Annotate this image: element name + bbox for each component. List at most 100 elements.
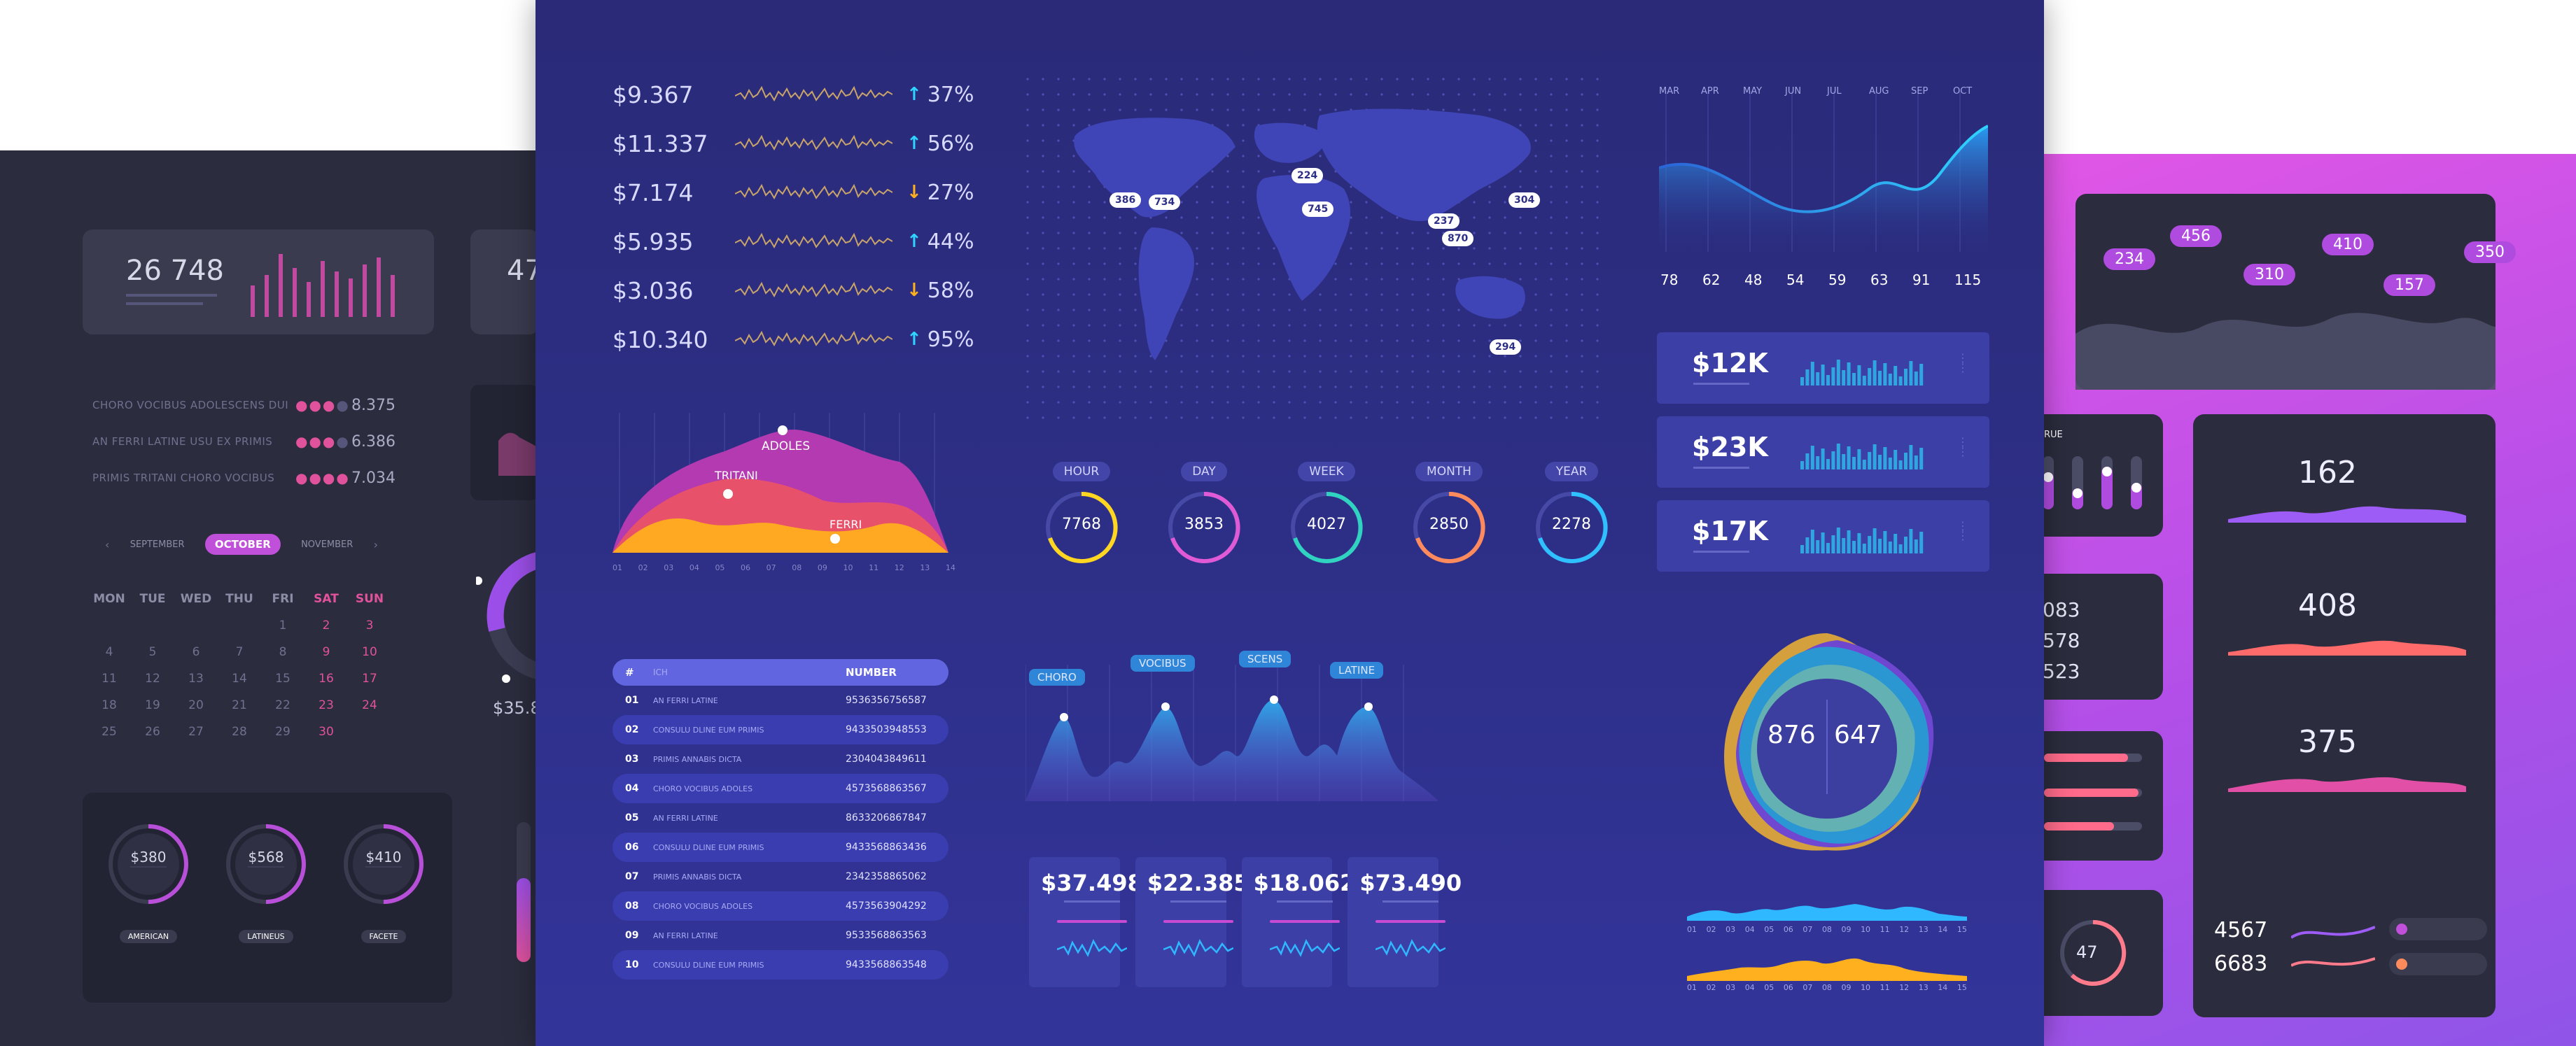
kpi-card[interactable]: $12K ⋮ ⋮ xyxy=(1657,332,1989,404)
summary-card[interactable]: $73.490 xyxy=(1348,857,1462,987)
list-item[interactable]: AN FERRI LATINE USU EX PRIMIS ●●●● 6.386 xyxy=(92,423,421,460)
kebab-menu-icon[interactable]: ⋮ ⋮ xyxy=(1957,435,1968,458)
period-tab[interactable]: WEEK xyxy=(1298,462,1355,481)
calendar-day[interactable]: 20 xyxy=(188,698,204,712)
table-row[interactable]: 07 PRIMIS ANNABIS DICTA 2342358865062 xyxy=(612,862,948,891)
map-marker[interactable]: 237 xyxy=(1428,213,1460,229)
current-month[interactable]: OCTOBER xyxy=(204,534,281,555)
calendar-day[interactable]: 13 xyxy=(188,672,204,686)
vertical-slider[interactable] xyxy=(2072,456,2083,509)
table-row[interactable]: 01 AN FERRI LATINE 9536356756587 xyxy=(612,686,948,715)
summary-card[interactable]: $22.385 xyxy=(1135,857,1250,987)
calendar-day[interactable]: 30 xyxy=(318,725,334,739)
map-marker[interactable]: 294 xyxy=(1490,339,1522,355)
calendar-day[interactable]: 10 xyxy=(362,645,377,659)
calendar-day[interactable]: 9 xyxy=(322,645,330,659)
period-tab[interactable]: YEAR xyxy=(1544,462,1599,481)
vertical-slider[interactable] xyxy=(2131,456,2142,509)
calendar-day[interactable]: 5 xyxy=(148,645,157,659)
map-marker[interactable]: 745 xyxy=(1302,202,1334,217)
kebab-menu-icon[interactable]: ⋮ ⋮ xyxy=(1957,519,1968,542)
period-gauge[interactable]: YEAR 2278 xyxy=(1530,462,1614,587)
period-tab[interactable]: MONTH xyxy=(1415,462,1483,481)
list-item[interactable]: CHORO VOCIBUS ADOLESCENS DUI ●●●● 8.375 xyxy=(92,387,421,423)
calendar-day[interactable]: 1 xyxy=(279,619,287,632)
value-bubble[interactable]: 310 xyxy=(2244,264,2295,285)
map-marker[interactable]: 870 xyxy=(1442,231,1474,246)
ticker-row[interactable]: $7.174 ↓ 27% xyxy=(612,168,1046,217)
calendar-day[interactable]: 14 xyxy=(232,672,247,686)
table-row[interactable]: 05 AN FERRI LATINE 8633206867847 xyxy=(612,803,948,833)
table-row[interactable]: 06 CONSULU DLINE EUM PRIMIS 9433568863436 xyxy=(612,833,948,862)
stat-card-partial[interactable]: 47 xyxy=(470,229,542,334)
chevron-right-icon[interactable]: › xyxy=(373,537,378,551)
calendar-day[interactable]: 27 xyxy=(188,725,204,739)
value-bubble[interactable]: 410 xyxy=(2322,234,2374,255)
map-marker[interactable]: 304 xyxy=(1508,192,1541,208)
list-item[interactable]: PRIMIS TRITANI CHORO VOCIBUS ●●●● 7.034 xyxy=(92,460,421,496)
period-gauge[interactable]: WEEK 4027 xyxy=(1284,462,1368,587)
calendar-day[interactable]: 26 xyxy=(145,725,160,739)
calendar-day[interactable]: 18 xyxy=(102,698,117,712)
period-gauge[interactable]: HOUR 7768 xyxy=(1040,462,1124,587)
calendar-day[interactable]: 11 xyxy=(102,672,117,686)
calendar-day[interactable]: 17 xyxy=(362,672,377,686)
value-bubble[interactable]: 456 xyxy=(2170,225,2222,247)
calendar-day[interactable]: 15 xyxy=(275,672,290,686)
calendar-day[interactable]: 25 xyxy=(102,725,117,739)
period-gauge[interactable]: DAY 3853 xyxy=(1162,462,1246,587)
summary-card[interactable]: $37.498 xyxy=(1029,857,1143,987)
period-tab[interactable]: DAY xyxy=(1181,462,1227,481)
prev-month[interactable]: SEPTEMBER xyxy=(130,539,185,550)
kebab-menu-icon[interactable]: ⋮ ⋮ xyxy=(1957,351,1968,374)
map-marker[interactable]: 386 xyxy=(1110,192,1142,208)
slider-knob[interactable] xyxy=(2102,467,2112,476)
summary-card[interactable]: $18.062 xyxy=(1241,857,1355,987)
calendar-day[interactable]: 8 xyxy=(279,645,287,659)
calendar-day[interactable]: 28 xyxy=(232,725,247,739)
value-bubble[interactable]: 157 xyxy=(2384,274,2435,296)
calendar-day[interactable]: 22 xyxy=(275,698,290,712)
map-marker[interactable]: 734 xyxy=(1149,195,1181,210)
period-gauge[interactable]: MONTH 2850 xyxy=(1407,462,1491,587)
peak-labels: CHORO VOCIBUS SCENS LATINE xyxy=(1026,651,1438,693)
calendar-day[interactable]: 6 xyxy=(192,645,200,659)
ticker-row[interactable]: $10.340 ↑ 95% xyxy=(612,315,1046,364)
slider-knob[interactable] xyxy=(2043,472,2053,482)
next-month[interactable]: NOVEMBER xyxy=(301,539,354,550)
value-bubble[interactable]: 350 xyxy=(2464,241,2516,263)
table-row[interactable]: 04 CHORO VOCIBUS ADOLES 4573568863567 xyxy=(612,774,948,803)
chevron-left-icon[interactable]: ‹ xyxy=(105,537,110,551)
stat-card[interactable]: 26 748 xyxy=(83,229,434,334)
calendar-day[interactable]: 24 xyxy=(362,698,377,712)
table-row[interactable]: 03 PRIMIS ANNABIS DICTA 2304043849611 xyxy=(612,744,948,774)
ticker-row[interactable]: $9.367 ↑ 37% xyxy=(612,70,1046,119)
calendar-day[interactable]: 4 xyxy=(105,645,113,659)
vertical-slider[interactable] xyxy=(2043,456,2054,509)
kpi-card[interactable]: $23K ⋮ ⋮ xyxy=(1657,416,1989,488)
calendar-day[interactable]: 2 xyxy=(322,619,330,632)
ticker-row[interactable]: $3.036 ↓ 58% xyxy=(612,266,1046,315)
ticker-row[interactable]: $11.337 ↑ 56% xyxy=(612,119,1046,168)
period-tab[interactable]: HOUR xyxy=(1052,462,1111,481)
table-row[interactable]: 02 CONSULU DLINE EUM PRIMIS 9433503948553 xyxy=(612,715,948,744)
map-marker[interactable]: 224 xyxy=(1292,168,1324,183)
calendar-day[interactable]: 12 xyxy=(145,672,160,686)
calendar-day[interactable]: 29 xyxy=(275,725,290,739)
ticker-row[interactable]: $5.935 ↑ 44% xyxy=(612,217,1046,266)
calendar-day[interactable]: 21 xyxy=(232,698,247,712)
kpi-card[interactable]: $17K ⋮ ⋮ xyxy=(1657,500,1989,572)
table-row[interactable]: 10 CONSULU DLINE EUM PRIMIS 9433568863548 xyxy=(612,950,948,980)
slider-knob[interactable] xyxy=(2132,483,2141,493)
calendar-day[interactable]: 7 xyxy=(235,645,244,659)
table-row[interactable]: 08 CHORO VOCIBUS ADOLES 4573563904292 xyxy=(612,891,948,921)
slider-knob[interactable] xyxy=(2073,488,2082,498)
table-row[interactable]: 09 AN FERRI LATINE 9533568863563 xyxy=(612,921,948,950)
calendar-day[interactable]: 3 xyxy=(365,619,374,632)
vertical-slider-track[interactable] xyxy=(517,822,531,962)
calendar-day[interactable]: 23 xyxy=(318,698,334,712)
vertical-slider[interactable] xyxy=(2101,456,2113,509)
calendar-day[interactable]: 16 xyxy=(318,672,334,686)
value-bubble[interactable]: 234 xyxy=(2104,248,2155,270)
calendar-day[interactable]: 19 xyxy=(145,698,160,712)
